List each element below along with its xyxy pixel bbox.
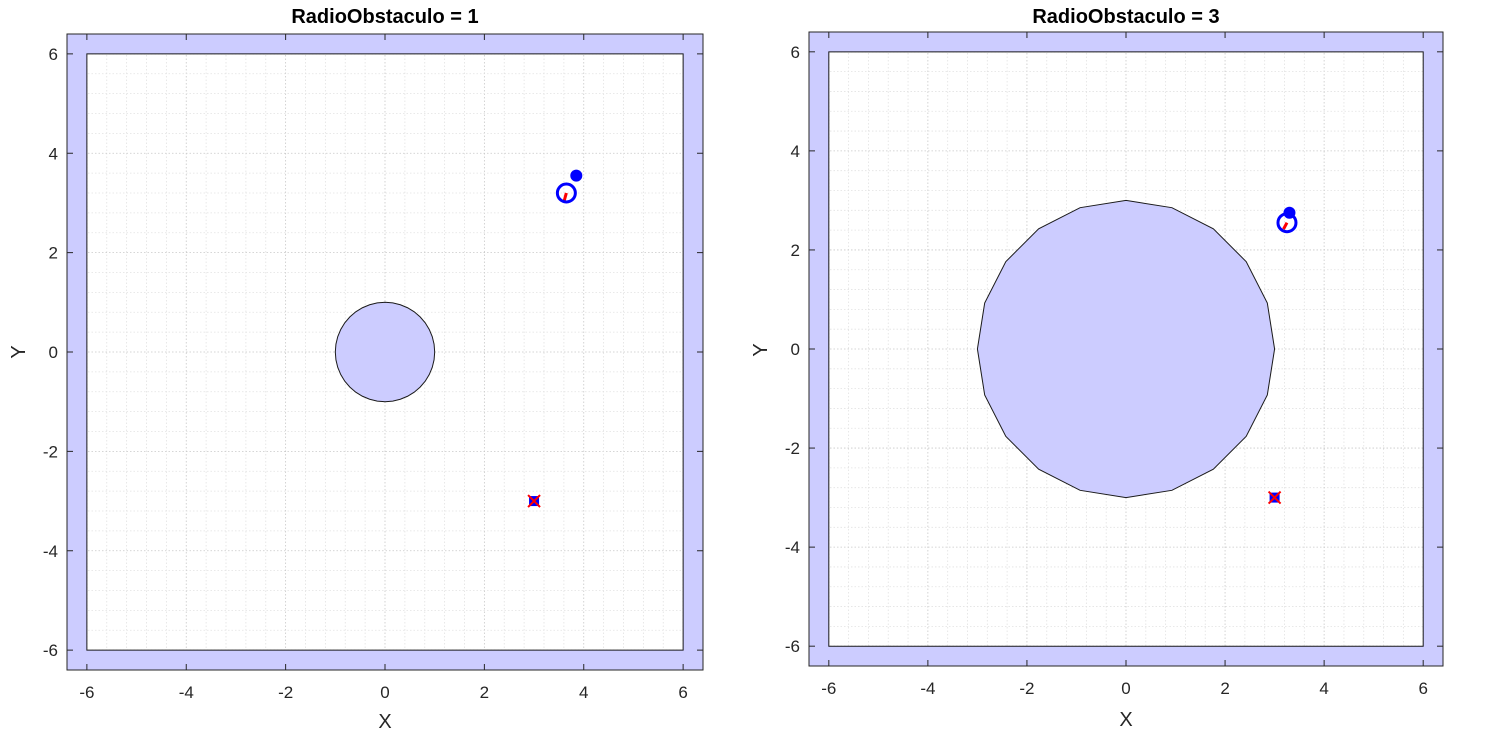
x-tick-label: -2 xyxy=(1019,679,1034,698)
y-tick-label: 2 xyxy=(49,244,58,263)
x-tick-label: -4 xyxy=(920,679,935,698)
subplot-left: RadioObstaculo = 1 -6 -4 -2 0 2 4 6 6 4 2 0 -2 -4-6 … xyxy=(8,6,704,731)
obstacle xyxy=(334,301,436,403)
y-tick-label: 0 xyxy=(791,340,800,359)
y-tick-label: 6 xyxy=(49,45,58,64)
x-tick-label: -2 xyxy=(278,683,293,702)
grid xyxy=(67,34,703,670)
y-tick-label: 4 xyxy=(49,144,58,163)
chart-title: RadioObstaculo = 3 xyxy=(1032,6,1219,28)
chart-title: RadioObstaculo = 1 xyxy=(291,6,478,28)
robot xyxy=(1276,212,1298,234)
y-tick-label: -2 xyxy=(43,442,58,461)
wall-inner-edge xyxy=(828,51,1424,647)
subplot-right: RadioObstaculo = 3 -6 -4 -2 0 2 4 6 6 4 2 0 -2 -4-6 … xyxy=(750,6,1444,731)
obstacle xyxy=(976,199,1276,499)
robot-heading xyxy=(1282,221,1289,230)
goal-x-marker xyxy=(1267,490,1282,505)
wall-inner-edge xyxy=(86,53,684,651)
y-tick-label: 2 xyxy=(791,241,800,260)
y-axis-label: Y xyxy=(8,345,30,358)
x-tick-label: -4 xyxy=(179,683,194,702)
y-tick-label: -2 xyxy=(785,439,800,458)
goal-x-marker xyxy=(527,494,541,508)
plot-area: -6 -4 -2 0 2 4 6 6 4 2 0 -2 -4 -6 xyxy=(785,31,1444,698)
x-axis-label: X xyxy=(1119,709,1132,731)
x-tick-label: 4 xyxy=(579,683,588,702)
ticks: -6 -4 -2 0 2 4 6 6 4 2 0 -2 -4 -6 xyxy=(785,32,1443,698)
x-axis-label: X xyxy=(378,711,391,731)
y-tick-label: 0 xyxy=(49,343,58,362)
x-tick-label: -6 xyxy=(79,683,94,702)
x-tick-label: 2 xyxy=(480,683,489,702)
target-point xyxy=(570,169,583,182)
x-tick-label: 0 xyxy=(380,683,389,702)
y-tick-label: -4 xyxy=(43,542,58,561)
y-tick-label: -6 xyxy=(43,641,58,660)
x-tick-label: 6 xyxy=(678,683,687,702)
x-tick-label: 0 xyxy=(1121,679,1130,698)
ticks: -6 -4 -2 0 2 4 6 6 4 2 0 -2 -4 -6 xyxy=(43,34,703,702)
y-tick-label: -4 xyxy=(785,538,800,557)
x-tick-label: 4 xyxy=(1319,679,1328,698)
x-tick-label: -6 xyxy=(821,679,836,698)
x-tick-label: 6 xyxy=(1418,679,1427,698)
robot xyxy=(555,182,577,204)
x-tick-label: 2 xyxy=(1220,679,1229,698)
y-tick-label: -6 xyxy=(785,637,800,656)
y-tick-label: 4 xyxy=(791,142,800,161)
y-axis-label: Y xyxy=(750,343,772,356)
plot-area: -6 -4 -2 0 2 4 6 6 4 2 0 -2 -4 -6 xyxy=(43,33,704,702)
y-tick-label: 6 xyxy=(791,43,800,62)
